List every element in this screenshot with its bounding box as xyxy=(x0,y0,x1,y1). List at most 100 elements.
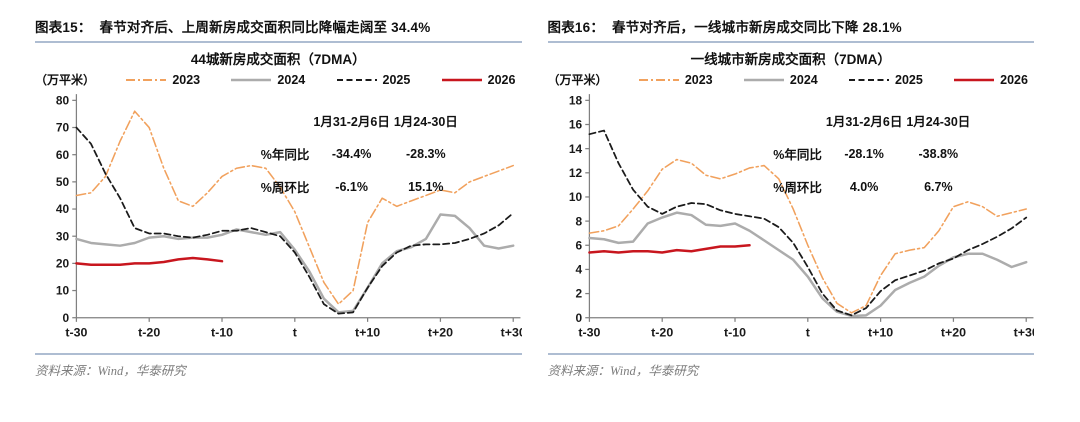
stats-row-wow: %周环比 4.0% 6.7% xyxy=(771,170,972,203)
svg-text:12: 12 xyxy=(568,166,582,180)
svg-text:10: 10 xyxy=(56,284,70,298)
svg-text:0: 0 xyxy=(63,311,70,325)
svg-text:t: t xyxy=(805,325,809,339)
figure-title-text: 春节对齐后、上周新房成交面积同比降幅走阔至 34.4% xyxy=(99,20,431,35)
stats-cell xyxy=(771,104,824,137)
legend-item-2026: 2026 xyxy=(441,72,516,87)
stats-cell: -38.8% xyxy=(918,146,959,161)
axis-unit-label: （万平米） xyxy=(35,73,96,87)
svg-text:t-10: t-10 xyxy=(723,325,745,339)
svg-text:18: 18 xyxy=(568,93,582,107)
stats-row-yoy: %年同比 -34.4% -28.3% xyxy=(259,137,460,170)
svg-text:t+10: t+10 xyxy=(868,325,893,339)
legend-label: 2023 xyxy=(172,72,201,87)
stats-row-wow: %周环比 -6.1% 15.1% xyxy=(259,170,460,203)
svg-text:2: 2 xyxy=(575,287,582,301)
svg-text:14: 14 xyxy=(568,142,582,156)
stats-cell: 4.0% xyxy=(849,179,879,194)
svg-text:70: 70 xyxy=(56,121,70,135)
plot-canvas: 0 10 20 30 40 50 60 70 80 t-30 t-20 t-10 t t+10 t+20 t+… xyxy=(56,93,522,339)
legend-line-icon xyxy=(231,78,272,81)
stats-cell: 1月24-30日 xyxy=(906,115,971,129)
legend: （万平米） 2023 2024 2025 2026 xyxy=(548,71,1035,88)
svg-text:t+30: t+30 xyxy=(1013,325,1034,339)
svg-text:t+10: t+10 xyxy=(355,325,380,339)
legend-item-2025: 2025 xyxy=(848,73,923,87)
figures-row: 图表15： 春节对齐后、上周新房成交面积同比降幅走阔至 34.4% 44城新房成交… xyxy=(35,16,1035,379)
legend-label: 2024 xyxy=(789,72,818,87)
svg-text:t+20: t+20 xyxy=(428,325,453,339)
stats-cell: 1月24-30日 xyxy=(393,115,458,129)
legend-line-icon xyxy=(441,78,482,81)
legend-item-2023: 2023 xyxy=(638,73,713,87)
stats-header-row: 1月31-2月6日 1月24-30日 xyxy=(259,104,460,137)
stats-cell: %年同比 xyxy=(773,148,822,162)
svg-text:8: 8 xyxy=(575,214,582,228)
legend-label: 2026 xyxy=(487,72,516,87)
figure-caption: 图表16： 春节对齐后，一线城市新房成交同比下降 28.1% xyxy=(547,16,1034,43)
legend-item-2024: 2024 xyxy=(743,73,818,87)
svg-text:20: 20 xyxy=(56,257,70,271)
figure-panel-left: 图表15： 春节对齐后、上周新房成交面积同比降幅走阔至 34.4% 44城新房成交… xyxy=(35,16,522,379)
legend-item-2024: 2024 xyxy=(230,73,305,87)
legend-line-icon xyxy=(638,78,679,81)
figure-number: 图表15： xyxy=(35,20,92,35)
stats-cell: 15.1% xyxy=(408,179,444,194)
legend-line-icon xyxy=(743,78,784,81)
chart-title: 一线城市新房成交面积（7DMA） xyxy=(690,52,891,67)
legend-line-icon xyxy=(126,78,167,81)
source-note: 资料来源：Wind，华泰研究 xyxy=(547,352,1034,379)
stats-cell: -28.3% xyxy=(406,146,446,161)
stats-cell: 1月31-2月6日 xyxy=(825,115,903,129)
line-chart-tier1-cities: 0 2 4 6 8 10 12 14 16 18 t-30 t-20 t-10 t t+10 t+20 t+30… xyxy=(548,90,1034,351)
stats-row-yoy: %年同比 -28.1% -38.8% xyxy=(771,137,972,170)
figure-panel-right: 图表16： 春节对齐后，一线城市新房成交同比下降 28.1% 一线城市新房成交面积… xyxy=(547,16,1035,379)
svg-text:50: 50 xyxy=(56,175,70,189)
svg-text:4: 4 xyxy=(575,263,582,277)
legend-label: 2024 xyxy=(277,72,306,87)
svg-text:80: 80 xyxy=(56,93,70,107)
figure-caption: 图表15： 春节对齐后、上周新房成交面积同比降幅走阔至 34.4% xyxy=(35,16,522,43)
legend-item-2026: 2026 xyxy=(953,73,1028,87)
stats-cell: -34.4% xyxy=(331,146,372,161)
axis-unit-label: （万平米） xyxy=(547,73,608,87)
stats-cell: 1月31-2月6日 xyxy=(313,115,390,129)
svg-text:t-20: t-20 xyxy=(138,325,160,339)
legend-item-2025: 2025 xyxy=(336,72,411,87)
svg-text:t+30: t+30 xyxy=(501,325,522,339)
svg-text:t-30: t-30 xyxy=(65,325,87,339)
svg-text:t-30: t-30 xyxy=(578,325,600,339)
legend-label: 2025 xyxy=(382,72,411,87)
legend-item-2023: 2023 xyxy=(125,73,200,87)
legend-line-icon xyxy=(954,78,995,81)
stats-cell: %周环比 xyxy=(260,181,310,195)
stats-table: 1月31-2月6日 1月24-30日 %年同比 -28.1% -38.8% %周… xyxy=(771,104,972,203)
source-note: 资料来源：Wind，华泰研究 xyxy=(35,352,522,379)
legend: （万平米） 2023 2024 2025 2026 xyxy=(35,71,522,88)
legend-line-icon xyxy=(849,78,890,81)
legend-line-icon xyxy=(336,78,377,81)
stats-cell: -6.1% xyxy=(335,179,368,194)
svg-text:16: 16 xyxy=(568,118,582,132)
line-chart-44-cities: 0 10 20 30 40 50 60 70 80 t-30 t-20 t-10 t t+10 t+20 t+… xyxy=(35,90,522,351)
svg-text:10: 10 xyxy=(568,190,582,204)
stats-cell: %年同比 xyxy=(260,148,310,162)
figure-number: 图表16： xyxy=(547,20,605,35)
stats-cell xyxy=(259,104,312,137)
svg-text:60: 60 xyxy=(56,148,70,162)
svg-text:t-10: t-10 xyxy=(211,325,233,339)
svg-text:30: 30 xyxy=(56,229,70,243)
svg-text:6: 6 xyxy=(575,238,582,252)
svg-text:40: 40 xyxy=(56,202,70,216)
stats-cell: %周环比 xyxy=(773,181,822,195)
plot-canvas: 0 2 4 6 8 10 12 14 16 18 t-30 t-20 t-10 t t+10 t+20 t+30 xyxy=(568,93,1034,339)
figure-title-text: 春节对齐后，一线城市新房成交同比下降 28.1% xyxy=(612,20,902,35)
stats-cell: -28.1% xyxy=(844,146,884,161)
svg-text:t+20: t+20 xyxy=(940,325,965,339)
svg-text:t: t xyxy=(293,325,297,339)
svg-text:0: 0 xyxy=(575,311,582,325)
legend-label: 2025 xyxy=(895,72,923,87)
chart-title: 44城新房成交面积（7DMA） xyxy=(190,52,366,67)
stats-cell: 6.7% xyxy=(924,179,953,194)
legend-label: 2026 xyxy=(1000,72,1028,87)
